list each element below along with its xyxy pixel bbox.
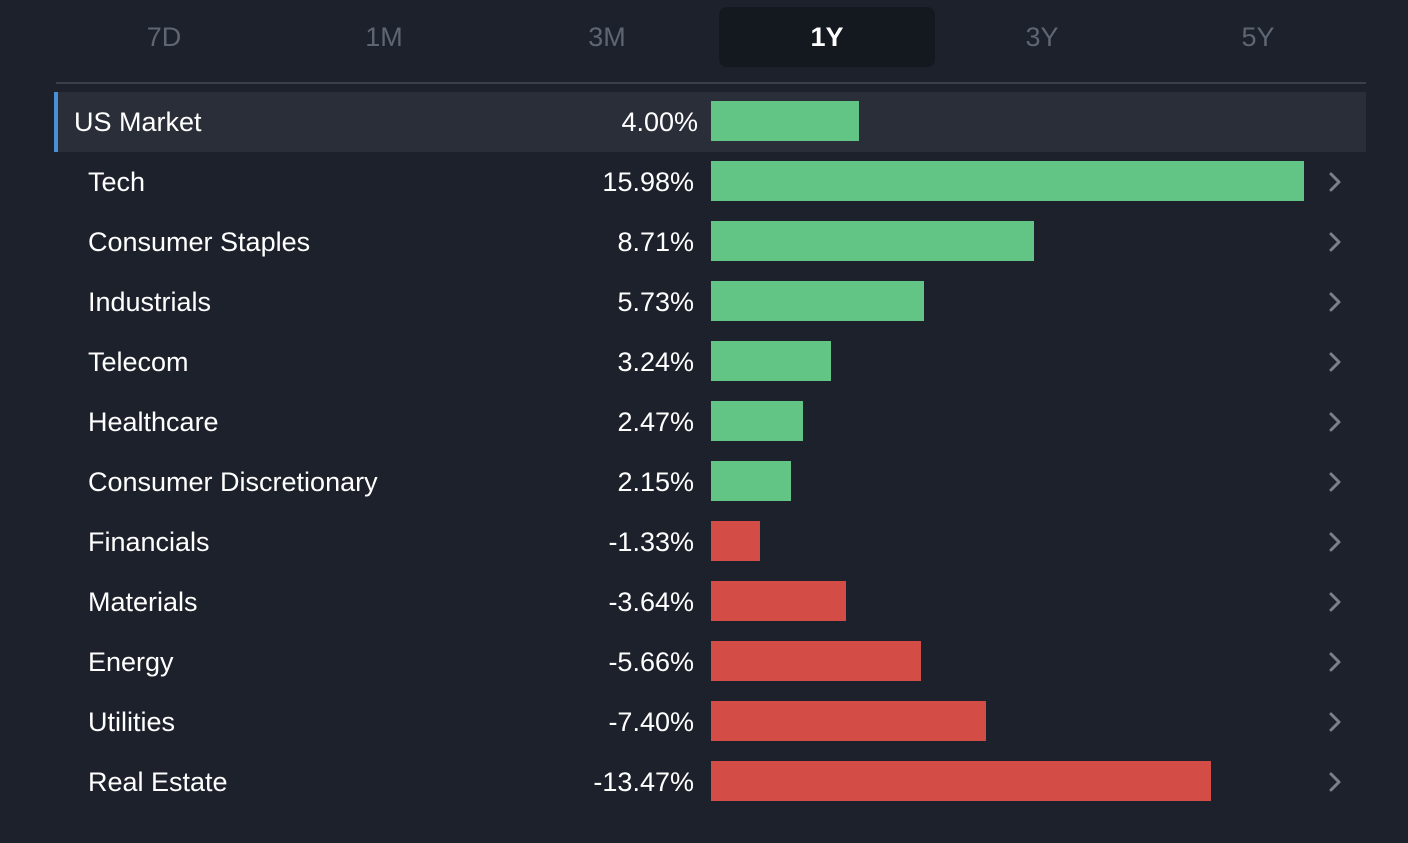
bar-financials	[711, 521, 760, 561]
row-value: -13.47%	[593, 767, 694, 797]
row-label: Consumer Discretionary	[88, 467, 378, 497]
row-label: Financials	[88, 527, 210, 557]
row-value: 8.71%	[617, 227, 694, 257]
tab-1y[interactable]: 1Y	[719, 7, 935, 67]
sector-row-financials[interactable]: Financials -1.33%	[54, 512, 1366, 572]
bar-energy	[711, 641, 921, 681]
chevron-right-icon[interactable]	[1322, 522, 1348, 562]
row-value: -5.66%	[608, 647, 694, 677]
row-label: Materials	[88, 587, 198, 617]
bar-consumer-staples	[711, 221, 1034, 261]
row-value: -7.40%	[608, 707, 694, 737]
row-label: US Market	[74, 107, 202, 137]
sector-row-tech[interactable]: Tech 15.98%	[54, 152, 1366, 212]
tab-5y[interactable]: 5Y	[1241, 22, 1275, 52]
row-label: Consumer Staples	[88, 227, 311, 257]
bar-materials	[711, 581, 846, 621]
sector-row-energy[interactable]: Energy -5.66%	[54, 632, 1366, 692]
row-value: -1.33%	[608, 527, 694, 557]
bar-real-estate	[711, 761, 1211, 801]
row-label: Utilities	[88, 707, 176, 737]
row-label: Real Estate	[88, 767, 228, 797]
bar-healthcare	[711, 401, 803, 441]
market-row: US Market 4.00%	[54, 92, 1366, 152]
tabs-divider	[56, 82, 1366, 84]
tab-7d[interactable]: 7D	[146, 22, 182, 52]
chevron-right-icon[interactable]	[1322, 462, 1348, 502]
sector-row-consumer-staples[interactable]: Consumer Staples 8.71%	[54, 212, 1366, 272]
bar-telecom	[711, 341, 831, 381]
sector-row-consumer-discretionary[interactable]: Consumer Discretionary 2.15%	[54, 452, 1366, 512]
sector-row-real-estate[interactable]: Real Estate -13.47%	[54, 752, 1366, 812]
row-label: Healthcare	[88, 407, 219, 437]
row-value: -3.64%	[608, 587, 694, 617]
chevron-right-icon[interactable]	[1322, 222, 1348, 262]
row-value: 5.73%	[617, 287, 694, 317]
chevron-right-icon[interactable]	[1322, 582, 1348, 622]
tab-1m[interactable]: 1M	[365, 22, 403, 52]
tab-3m[interactable]: 3M	[588, 22, 626, 52]
chevron-right-icon[interactable]	[1322, 162, 1348, 202]
row-label: Energy	[88, 647, 174, 677]
bar-utilities	[711, 701, 986, 741]
row-label: Telecom	[88, 347, 189, 377]
chevron-right-icon[interactable]	[1322, 402, 1348, 442]
row-value: 15.98%	[602, 167, 694, 197]
bar-industrials	[711, 281, 924, 321]
row-value: 2.15%	[617, 467, 694, 497]
chevron-right-icon[interactable]	[1322, 762, 1348, 802]
chevron-right-icon[interactable]	[1322, 342, 1348, 382]
row-value: 3.24%	[617, 347, 694, 377]
sector-row-utilities[interactable]: Utilities -7.40%	[54, 692, 1366, 752]
bar-tech	[711, 161, 1304, 201]
row-value: 2.47%	[617, 407, 694, 437]
chevron-right-icon[interactable]	[1322, 642, 1348, 682]
bar-consumer-discretionary	[711, 461, 791, 501]
timeframe-tabs: 7D 1M 3M 1Y 3Y 5Y	[56, 7, 1366, 67]
sector-row-telecom[interactable]: Telecom 3.24%	[54, 332, 1366, 392]
sector-row-healthcare[interactable]: Healthcare 2.47%	[54, 392, 1366, 452]
sector-row-industrials[interactable]: Industrials 5.73%	[54, 272, 1366, 332]
row-label: Industrials	[88, 287, 212, 317]
tab-3y[interactable]: 3Y	[1025, 22, 1059, 52]
row-value: 4.00%	[621, 107, 698, 137]
bar-us-market	[711, 101, 859, 141]
chevron-right-icon[interactable]	[1322, 282, 1348, 322]
row-label: Tech	[88, 167, 146, 197]
sector-row-materials[interactable]: Materials -3.64%	[54, 572, 1366, 632]
chevron-right-icon[interactable]	[1322, 702, 1348, 742]
